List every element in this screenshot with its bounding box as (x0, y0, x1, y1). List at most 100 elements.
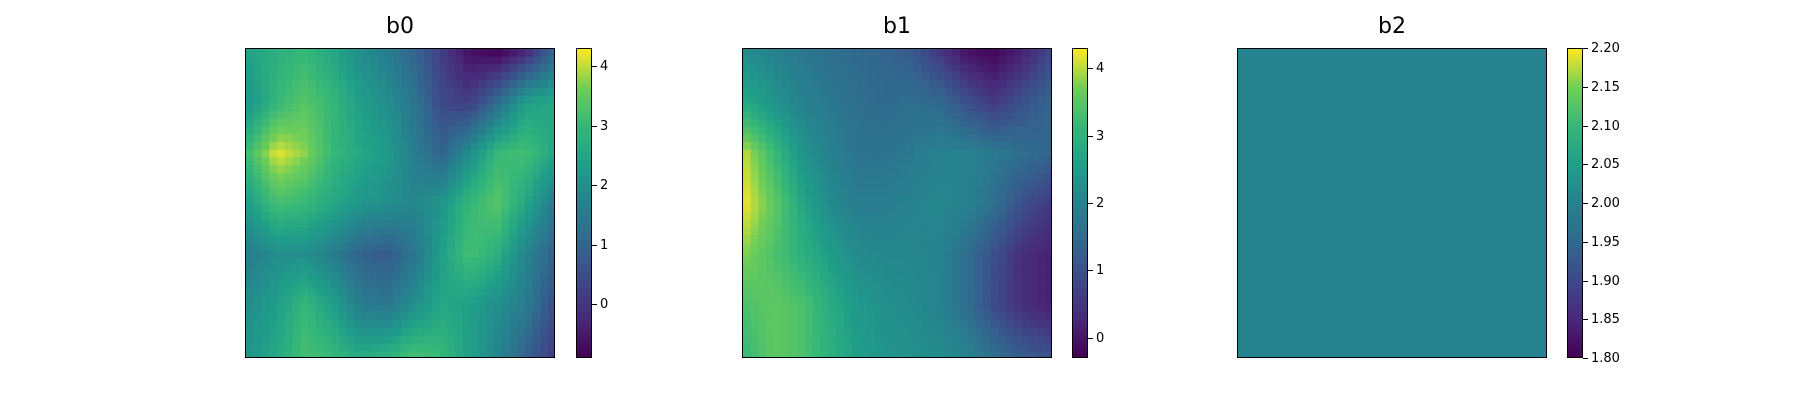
heatmap-cell (828, 157, 837, 166)
heatmap-cell (820, 297, 829, 306)
heatmap-cell (1470, 219, 1479, 228)
heatmap-cell (781, 235, 791, 244)
heatmap-cell (284, 95, 294, 104)
heatmap-cell (1424, 80, 1433, 89)
heatmap-cell (774, 49, 783, 58)
heatmap-cell (975, 118, 984, 128)
heatmap-cell (851, 312, 860, 321)
heatmap-cell (1045, 235, 1051, 244)
heatmap-cell (1540, 250, 1546, 259)
heatmap-cell (828, 250, 837, 259)
heatmap-cell (525, 227, 534, 236)
heatmap-cell (1346, 250, 1355, 259)
heatmap-cell (898, 258, 907, 267)
heatmap-cell (339, 64, 348, 73)
heatmap-cell (913, 188, 922, 197)
colorbar-tick-label: 2 (1096, 196, 1105, 211)
heatmap-cell (408, 250, 418, 259)
heatmap-cell (277, 95, 286, 104)
heatmap-plot (1237, 48, 1547, 358)
heatmap-cell (1524, 111, 1534, 120)
heatmap-cell (1447, 211, 1456, 221)
heatmap-cell (828, 266, 837, 275)
heatmap-cell (1315, 343, 1324, 352)
heatmap-cell (1408, 111, 1417, 120)
heatmap-cell (261, 126, 270, 135)
heatmap-cell (1369, 250, 1379, 259)
heatmap-cell (253, 87, 263, 97)
heatmap-cell (323, 320, 332, 329)
heatmap-cell (1385, 227, 1394, 236)
heatmap-cell (851, 343, 860, 352)
heatmap-cell (1029, 219, 1039, 228)
heatmap-cell (766, 165, 775, 174)
heatmap-cell (1540, 173, 1546, 182)
heatmap-cell (828, 351, 837, 357)
heatmap-cell (960, 304, 969, 314)
heatmap-cell (936, 211, 946, 221)
heatmap-cell (805, 297, 814, 306)
heatmap-cell (781, 142, 791, 151)
colorbar-tick-mark (1583, 86, 1588, 88)
heatmap-cell (432, 297, 441, 306)
heatmap-cell (1369, 320, 1379, 329)
heatmap-cell (455, 196, 464, 205)
heatmap-cell (1045, 304, 1051, 314)
heatmap-cell (1307, 328, 1317, 337)
heatmap-cell (1338, 173, 1348, 182)
heatmap-cell (882, 235, 891, 244)
heatmap-cell (478, 103, 487, 112)
heatmap-cell (983, 211, 992, 221)
heatmap-cell (1307, 351, 1317, 357)
heatmap-cell (261, 111, 270, 120)
heatmap-cell (548, 142, 554, 151)
heatmap-cell (501, 149, 511, 159)
heatmap-cell (1486, 250, 1495, 259)
heatmap-cell (370, 304, 379, 314)
heatmap-cell (323, 64, 332, 73)
heatmap-cell (1447, 64, 1456, 73)
heatmap-cell (1045, 149, 1051, 159)
heatmap-cell (323, 297, 332, 306)
heatmap-cell (1006, 328, 1015, 337)
heatmap-cell (292, 149, 301, 159)
heatmap-cell (1509, 72, 1518, 81)
heatmap-cell (1315, 80, 1324, 89)
heatmap-cell (1307, 297, 1317, 306)
heatmap-cell (991, 134, 1000, 143)
heatmap-cell (393, 80, 402, 89)
heatmap-cell (370, 87, 379, 97)
heatmap-cell (308, 289, 317, 298)
heatmap-cell (1532, 188, 1541, 197)
heatmap-cell (416, 211, 425, 221)
heatmap-cell (898, 266, 907, 275)
heatmap-cell (424, 250, 433, 259)
heatmap-cell (898, 126, 907, 135)
heatmap-cell (346, 297, 356, 306)
colorbar-tick-mark (592, 125, 597, 127)
heatmap-cell (432, 196, 441, 205)
heatmap-cell (277, 173, 286, 182)
heatmap-cell (952, 56, 961, 66)
heatmap-cell (1253, 126, 1262, 135)
heatmap-cell (416, 219, 425, 228)
heatmap-cell (774, 180, 783, 190)
heatmap-cell (424, 64, 433, 73)
heatmap-cell (812, 281, 822, 290)
heatmap-cell (805, 103, 814, 112)
heatmap-cell (362, 297, 371, 306)
heatmap-cell (501, 134, 511, 143)
heatmap-cell (1014, 188, 1023, 197)
heatmap-cell (929, 49, 938, 58)
heatmap-cell (851, 242, 860, 252)
heatmap-cell (1424, 289, 1433, 298)
heatmap-cell (1462, 281, 1472, 290)
heatmap-cell (1354, 258, 1363, 267)
heatmap-cell (874, 235, 884, 244)
heatmap-cell (408, 304, 418, 314)
heatmap-cell (447, 343, 456, 352)
heatmap-cell (929, 165, 938, 174)
heatmap-cell (998, 266, 1008, 275)
heatmap-cell (975, 312, 984, 321)
heatmap-cell (525, 80, 534, 89)
